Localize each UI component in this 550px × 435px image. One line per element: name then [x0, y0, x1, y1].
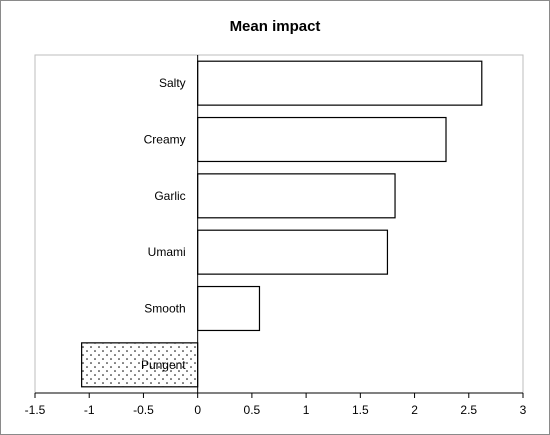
x-tick-label: 0 [194, 403, 201, 417]
bar-salty [197, 60, 483, 106]
bar-pungent [81, 342, 199, 388]
x-tick-label: 2.5 [460, 403, 477, 417]
x-axis-ticks: -1.5 -1 -0.5 0 0.5 1 1.5 2 2.5 3 [25, 393, 527, 417]
bar-smooth [197, 285, 261, 332]
x-tick-label: -1 [84, 403, 95, 417]
bar-garlic [197, 173, 396, 219]
x-tick-label: 1 [303, 403, 310, 417]
x-tick-label: 0.5 [244, 403, 261, 417]
category-label-smooth: Smooth [144, 302, 185, 316]
bar-creamy [197, 116, 447, 163]
category-label-umami: Umami [148, 245, 186, 259]
x-tick-label: 2 [411, 403, 418, 417]
category-label-salty: Salty [159, 76, 186, 90]
x-tick-label: -1.5 [25, 403, 46, 417]
x-tick-label: -0.5 [133, 403, 154, 417]
x-tick-label: 1.5 [352, 403, 369, 417]
chart-title: Mean impact [230, 18, 321, 35]
category-label-garlic: Garlic [154, 189, 185, 203]
category-labels: Salty Creamy Garlic Umami Smooth Pungent [141, 76, 186, 372]
category-label-creamy: Creamy [144, 133, 186, 147]
bar-umami [197, 229, 389, 275]
x-tick-label: 3 [520, 403, 527, 417]
category-label-pungent: Pungent [141, 358, 186, 372]
bars-group [81, 60, 483, 388]
